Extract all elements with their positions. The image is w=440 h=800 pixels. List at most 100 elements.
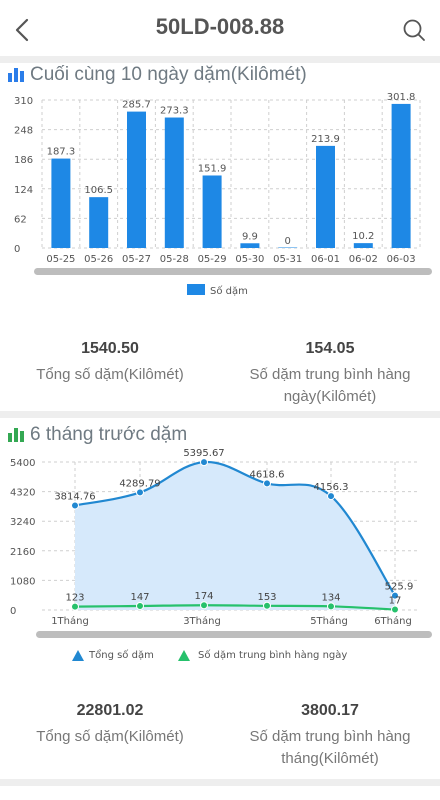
- data-label: 134: [321, 592, 340, 603]
- data-label: 4618.6: [250, 469, 285, 480]
- data-label: 4289.79: [119, 478, 160, 489]
- avg-monthly-distance-stat: 3800.17 Số dặm trung bình hàng tháng(Kil…: [240, 702, 420, 770]
- data-point: [71, 602, 79, 611]
- section-title-text: Cuối cùng 10 ngày dặm(Kilômét): [30, 64, 307, 85]
- x-tick-label: 05-25: [46, 254, 75, 265]
- y-tick-label: 2160: [10, 547, 35, 558]
- y-tick-label: 4320: [10, 488, 35, 499]
- x-tick-label: 05-30: [235, 254, 264, 265]
- y-tick-label: 310: [14, 96, 33, 107]
- data-label: 5395.67: [183, 448, 224, 459]
- data-label: 174: [194, 591, 213, 602]
- chevron-left-icon[interactable]: [10, 16, 36, 44]
- data-point: [200, 458, 208, 467]
- bar-chart-icon: [8, 428, 24, 442]
- divider: [0, 779, 440, 786]
- total-distance-6m-label: Tổng số dặm(Kilômét): [36, 728, 184, 745]
- legend-swatch: [187, 284, 205, 295]
- bar: [353, 243, 373, 248]
- y-tick-label: 3240: [10, 517, 35, 528]
- x-tick-label: 6Tháng: [374, 615, 412, 627]
- avg-monthly-label-line2: tháng(Kilômét): [281, 750, 379, 767]
- total-distance-label: Tổng số dặm(Kilômét): [36, 366, 184, 383]
- data-point: [136, 601, 144, 610]
- bar-value-label: 0: [285, 236, 291, 247]
- daily-distance-bar-chart: 0 62 124 186 248 310 187.3 05-25 106.5 05-26 285.7…: [14, 92, 421, 297]
- data-point: [200, 601, 208, 610]
- bar: [89, 197, 109, 248]
- search-icon[interactable]: [402, 18, 426, 42]
- bar-value-label: 273.3: [160, 106, 189, 117]
- x-tick-label: 5Tháng: [310, 615, 348, 627]
- section-title-text: 6 tháng trước dặm: [30, 424, 188, 445]
- bar: [240, 243, 260, 248]
- section-title-daily: Cuối cùng 10 ngày dặm(Kilômét): [8, 64, 307, 86]
- x-tick-label: 05-31: [273, 254, 302, 265]
- x-tick-label: 05-26: [84, 254, 113, 265]
- bar-value-label: 301.8: [387, 92, 416, 103]
- data-label: 123: [65, 593, 84, 604]
- avg-daily-distance-value: 154.05: [305, 340, 355, 357]
- x-tick-label: 06-02: [349, 254, 378, 265]
- y-tick-label: 124: [14, 185, 33, 196]
- bar: [278, 247, 298, 248]
- legend-label: Số dặm: [210, 285, 248, 297]
- series-line-average: [74, 604, 396, 611]
- chart-scrollbar[interactable]: [34, 268, 432, 275]
- x-tick-label: 06-03: [387, 254, 416, 265]
- x-tick-label: 05-28: [160, 254, 189, 265]
- legend-label: Tổng số dặm: [88, 648, 154, 661]
- x-tick-label: 05-29: [198, 254, 227, 265]
- y-tick-label: 186: [14, 155, 33, 166]
- section-title-monthly: 6 tháng trước dặm: [8, 424, 187, 446]
- page-title: 50LD-008.88: [155, 14, 285, 39]
- avg-monthly-distance-value: 3800.17: [301, 702, 359, 719]
- y-tick-label: 248: [14, 126, 33, 137]
- bar: [391, 103, 411, 248]
- divider: [0, 56, 440, 63]
- x-tick-label: 1Tháng: [51, 615, 89, 627]
- bar: [127, 111, 146, 248]
- avg-daily-label-line1: Số dặm trung bình hàng: [249, 366, 411, 383]
- bar: [51, 158, 71, 248]
- y-tick-label: 0: [14, 244, 20, 255]
- app-header: 50LD-008.88: [0, 0, 440, 58]
- bar: [202, 175, 222, 248]
- x-tick-label: 06-01: [311, 254, 340, 265]
- y-tick-label: 62: [14, 214, 27, 225]
- series-line-total: [74, 461, 396, 597]
- data-label: 4156.3: [314, 482, 349, 493]
- data-label: 147: [130, 592, 149, 603]
- bar: [164, 117, 184, 248]
- data-point: [136, 488, 144, 497]
- data-point: [391, 605, 399, 614]
- bar-value-label: 285.7: [122, 100, 151, 111]
- avg-daily-distance-stat: 154.05 Số dặm trung bình hàng ngày(Kilôm…: [240, 340, 420, 408]
- chart-scrollbar[interactable]: [36, 631, 432, 638]
- x-tick-label: 05-27: [122, 254, 151, 265]
- data-point: [71, 501, 79, 510]
- bar-value-label: 10.2: [352, 231, 374, 242]
- bar-chart-icon: [8, 68, 24, 82]
- data-point: [391, 591, 399, 600]
- y-tick-label: 0: [10, 606, 16, 617]
- avg-monthly-label-line1: Số dặm trung bình hàng: [249, 728, 411, 745]
- bar-value-label: 213.9: [311, 134, 340, 145]
- total-distance-stat: 1540.50 Tổng số dặm(Kilômét): [30, 340, 190, 386]
- area-fill: [75, 462, 395, 610]
- x-tick-label: 3Tháng: [183, 615, 221, 627]
- data-label: 3814.76: [54, 491, 95, 502]
- data-label: 153: [257, 592, 276, 603]
- bar-value-label: 187.3: [47, 147, 76, 158]
- total-distance-6m-value: 22801.02: [76, 702, 144, 719]
- legend-label: Số dặm trung bình hàng ngày: [198, 649, 347, 661]
- bar-value-label: 106.5: [84, 185, 113, 196]
- monthly-distance-area-chart: 0 1080 2160 3240 4320 5400 3814.76 4289.79 5395.…: [10, 448, 420, 661]
- bar: [316, 145, 335, 248]
- data-label: 525.9: [385, 582, 414, 593]
- bar-value-label: 151.9: [198, 163, 227, 174]
- y-tick-label: 5400: [10, 458, 35, 469]
- legend-triangle: [178, 650, 190, 661]
- bar-value-label: 9.9: [242, 231, 258, 242]
- y-tick-label: 1080: [10, 576, 35, 587]
